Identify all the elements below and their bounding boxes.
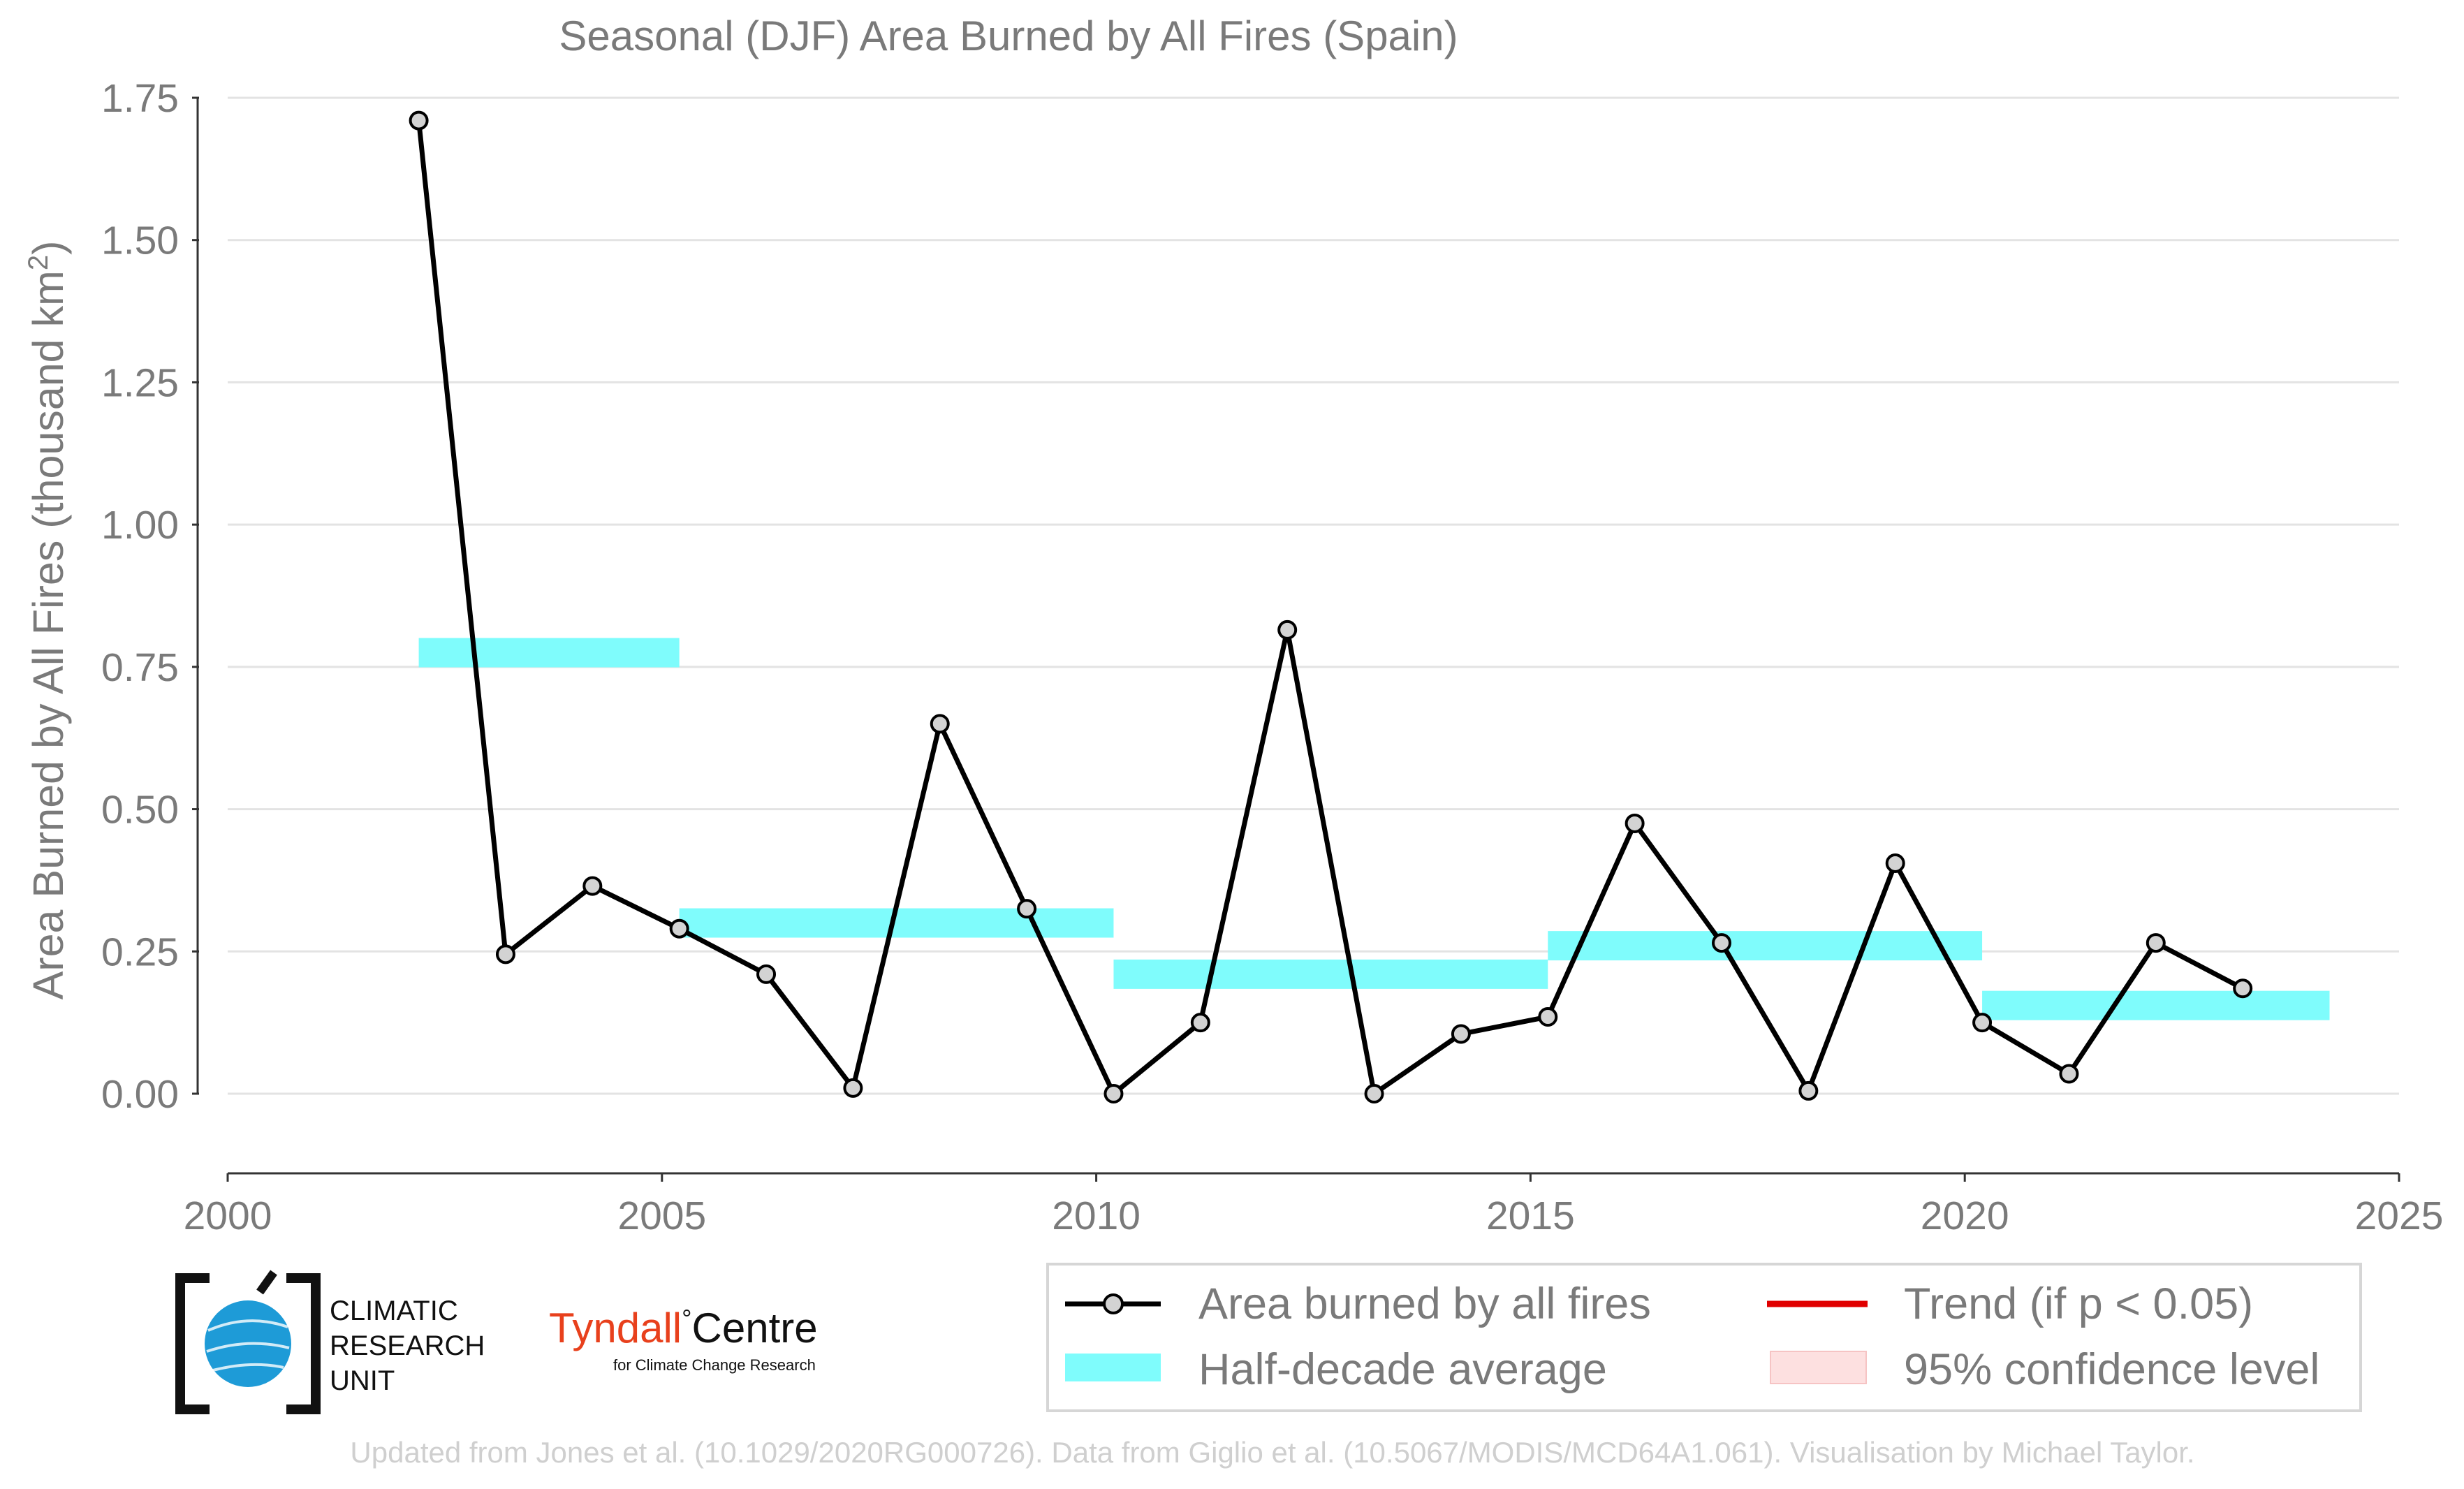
legend-swatch-band <box>1065 1354 1161 1381</box>
data-point <box>2059 1064 2079 1084</box>
footer-credit: Updated from Jones et al. (10.1029/2020R… <box>350 1436 2194 1469</box>
cru-bracket-slash <box>256 1270 277 1295</box>
y-axis-label: Area Burned by All Fires (thousand km2) <box>23 241 72 1000</box>
y-tick-label: 0.25 <box>101 930 179 974</box>
cru-text-1: CLIMATIC <box>330 1296 458 1326</box>
half-decade-average-series <box>418 638 2330 1020</box>
data-point <box>2146 933 2166 953</box>
tyndall-name: Tyndall°Centre <box>549 1304 818 1351</box>
data-point <box>843 1078 863 1098</box>
y-tick-label: 1.50 <box>101 219 179 263</box>
half-decade-average-bar <box>418 638 680 668</box>
data-point <box>1885 853 1905 873</box>
data-point <box>1451 1024 1471 1044</box>
data-point <box>409 110 429 131</box>
globe-lines-icon <box>206 1319 290 1372</box>
y-tick-label: 0.50 <box>101 788 179 832</box>
y-tick-label: 1.75 <box>101 76 179 121</box>
x-tick-label: 2010 <box>1052 1194 1141 1238</box>
y-tick-label: 1.25 <box>101 360 179 405</box>
data-point <box>1103 1084 1124 1103</box>
x-tick-label: 2020 <box>1921 1194 2009 1238</box>
cru-bracket-left <box>175 1273 210 1414</box>
data-point <box>582 876 603 896</box>
data-point <box>2233 978 2253 999</box>
cru-logo: CLIMATIC RESEARCH UNIT <box>175 1270 485 1414</box>
legend-label-confidence: 95% confidence level <box>1904 1345 2319 1394</box>
half-decade-average-bar <box>1113 959 1548 989</box>
half-decade-average-bar <box>1982 990 2330 1020</box>
legend-label-trend: Trend (if p < 0.05) <box>1904 1279 2253 1328</box>
area-burned-series <box>409 110 2253 1103</box>
data-point <box>1364 1084 1384 1103</box>
x-tick-label: 2005 <box>617 1194 706 1238</box>
data-point <box>1972 1013 1993 1033</box>
data-point <box>756 964 777 984</box>
cru-text-2: RESEARCH <box>330 1330 485 1361</box>
data-point <box>1190 1013 1210 1033</box>
legend-label-area: Area burned by all fires <box>1198 1279 1651 1328</box>
x-tick-label: 2015 <box>1486 1194 1575 1238</box>
tyndall-logo: Tyndall°Centre for Climate Change Resear… <box>549 1304 818 1374</box>
legend: Area burned by all fires Trend (if p < 0… <box>1046 1263 2362 1412</box>
y-tick-label: 0.75 <box>101 645 179 690</box>
data-point <box>495 944 515 964</box>
legend-swatch-confidence <box>1770 1351 1867 1384</box>
data-point <box>1538 1006 1558 1027</box>
data-point <box>1711 933 1731 953</box>
grid-lines <box>228 96 2399 1095</box>
axes: 0.00 0.25 0.50 0.75 1.00 1.25 1.50 1.75 2000 2005… <box>101 76 2443 1238</box>
data-point <box>1625 813 1645 833</box>
x-tick-label: 2025 <box>2355 1194 2444 1238</box>
tyndall-tagline: for Climate Change Research <box>613 1356 816 1374</box>
chart-title: Seasonal (DJF) Area Burned by All Fires … <box>559 13 1458 59</box>
half-decade-average-bar <box>1548 931 1983 961</box>
legend-box <box>1046 1263 2362 1412</box>
area-burned-line <box>416 120 2244 1096</box>
cru-bracket-right <box>286 1273 321 1414</box>
data-point <box>669 918 689 939</box>
data-point <box>1017 899 1037 919</box>
data-point <box>1798 1080 1819 1101</box>
data-point <box>1277 619 1298 640</box>
cru-text-3: UNIT <box>330 1365 395 1396</box>
y-tick-label: 1.00 <box>101 503 179 548</box>
legend-label-half-decade: Half-decade average <box>1198 1345 1607 1394</box>
y-tick-label: 0.00 <box>101 1072 179 1117</box>
data-point <box>930 714 950 734</box>
legend-swatch-marker <box>1103 1293 1124 1314</box>
x-tick-label: 2000 <box>184 1194 272 1238</box>
